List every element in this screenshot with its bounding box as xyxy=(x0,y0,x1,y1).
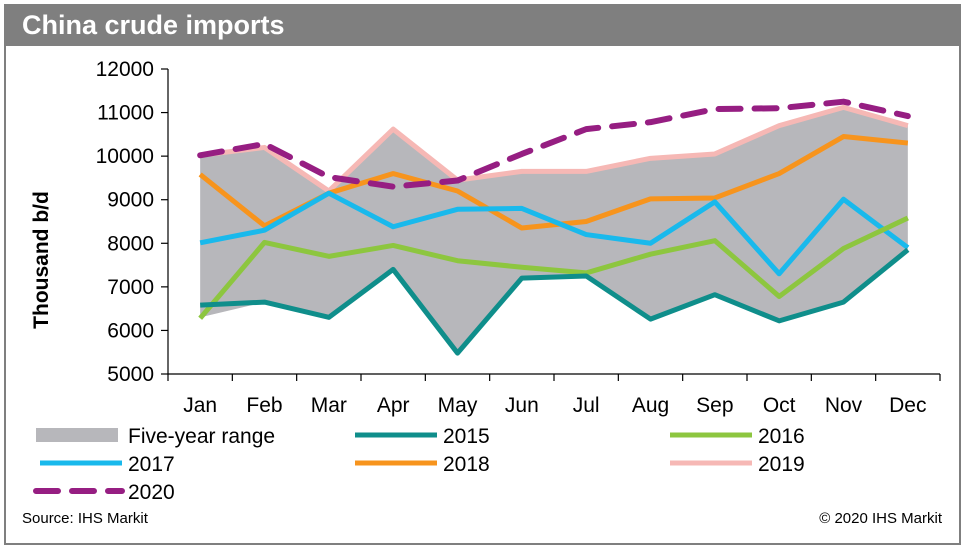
x-tick-labels: Jan Feb Mar Apr May Jun Jul Aug Sep Oct Nov Dec xyxy=(183,394,926,417)
series-line-2016 xyxy=(198,215,909,320)
y-tick-label: 11000 xyxy=(97,102,154,125)
x-tick-label: Sep xyxy=(696,394,733,417)
x-tick-label: May xyxy=(438,394,478,417)
y-tick-labels: 5000 6000 7000 8000 9000 10000 11000 12000 xyxy=(96,58,154,386)
y-tick-label: 6000 xyxy=(107,319,154,342)
x-tick-label: Feb xyxy=(246,394,282,417)
title-bar: China crude imports xyxy=(6,6,959,46)
y-tick-label: 5000 xyxy=(107,363,154,386)
y-tick-label: 9000 xyxy=(107,189,154,212)
five-year-range-layer xyxy=(200,108,908,353)
copyright-note: © 2020 IHS Markit xyxy=(819,510,943,527)
chart-title: China crude imports xyxy=(22,10,285,40)
x-tick-label: Jan xyxy=(183,394,217,417)
series-line-2020 xyxy=(197,98,911,190)
legend-label: Five-year range xyxy=(128,425,275,448)
series-layer xyxy=(197,98,911,356)
y-axis-label: Thousand b/d xyxy=(30,191,53,329)
series-line-2019 xyxy=(199,104,909,194)
y-tick-label: 8000 xyxy=(107,232,154,255)
legend-label: 2018 xyxy=(443,453,490,476)
x-tick-label: Nov xyxy=(825,394,863,417)
x-tick-label: Jun xyxy=(505,394,539,417)
five-year-range-area xyxy=(200,108,908,353)
legend: Five-year range 2015 2016 2017 2018 2019 2020 xyxy=(33,425,805,504)
source-note: Source: IHS Markit xyxy=(22,510,149,527)
legend-label: 2019 xyxy=(758,453,805,476)
x-tick-label: Oct xyxy=(763,394,796,417)
legend-label: 2016 xyxy=(758,425,805,448)
legend-label: 2015 xyxy=(443,425,490,448)
x-tick-label: Mar xyxy=(311,394,347,417)
y-tick-label: 12000 xyxy=(96,58,154,81)
y-tick-label: 10000 xyxy=(96,145,154,168)
axes-layer xyxy=(161,68,941,381)
y-tick-label: 7000 xyxy=(107,276,154,299)
series-line-2015 xyxy=(200,247,910,356)
x-tick-label: Apr xyxy=(377,394,410,417)
x-tick-label: Jul xyxy=(573,394,600,417)
legend-swatch-range xyxy=(36,428,118,442)
legend-label: 2017 xyxy=(128,453,175,476)
legend-label: 2020 xyxy=(128,481,175,504)
series-line-2017 xyxy=(199,190,910,277)
x-tick-label: Dec xyxy=(889,394,926,417)
x-tick-label: Aug xyxy=(632,394,669,417)
